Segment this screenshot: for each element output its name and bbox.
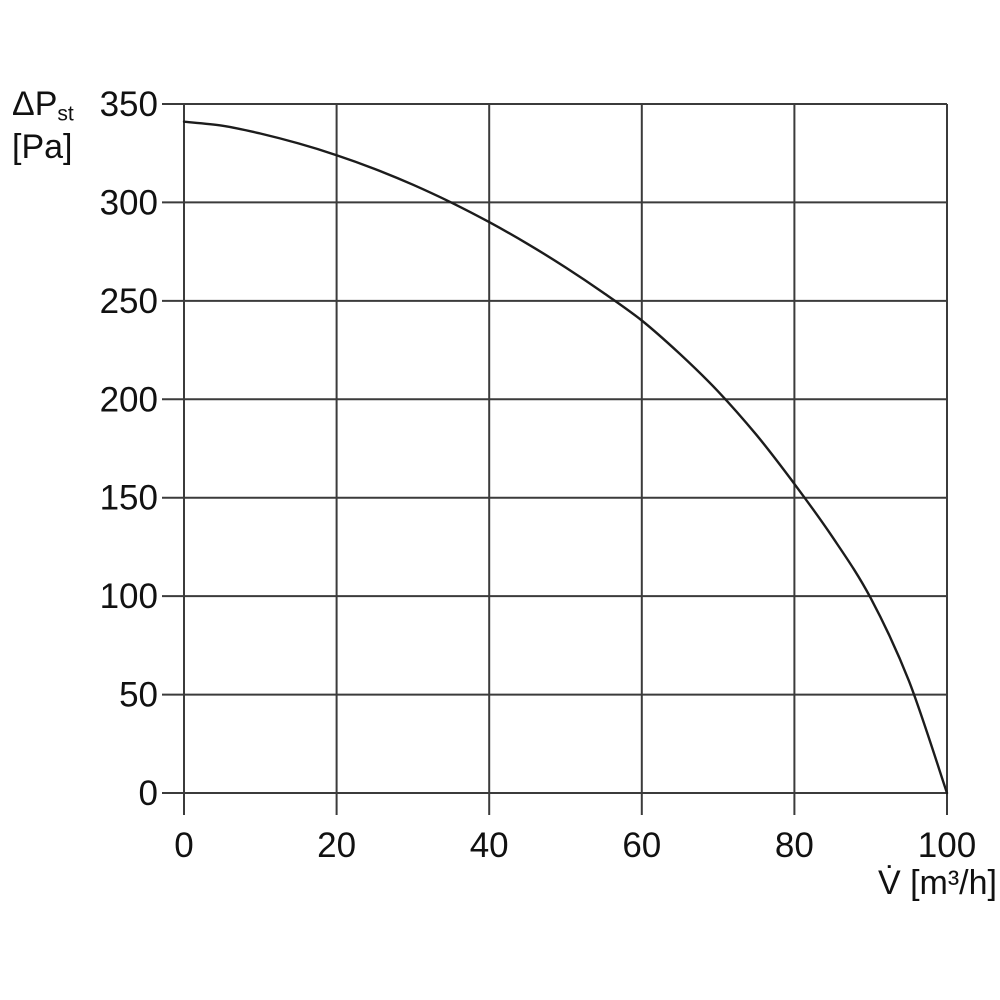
x-tick-label-100: 100 xyxy=(918,826,976,865)
y-tick-label-150: 150 xyxy=(100,479,158,518)
x-tick-label-0: 0 xyxy=(174,826,193,865)
x-axis-title: V̇ [m³/h] xyxy=(877,864,997,902)
y-tick-label-50: 50 xyxy=(119,676,158,715)
y-tick-label-100: 100 xyxy=(100,577,158,616)
x-tick-label-80: 80 xyxy=(775,826,814,865)
y-tick-label-250: 250 xyxy=(100,282,158,321)
x-tick-label-20: 20 xyxy=(317,826,356,865)
y-axis-title-subscript: st xyxy=(57,102,74,126)
y-tick-label-300: 300 xyxy=(100,183,158,222)
x-tick-label-60: 60 xyxy=(622,826,661,865)
y-tick-label-350: 350 xyxy=(100,85,158,124)
fan-pressure-curve xyxy=(182,120,949,795)
y-axis-title: ΔPst [Pa] xyxy=(12,84,74,168)
x-tick-label-40: 40 xyxy=(470,826,509,865)
y-tick-label-0: 0 xyxy=(139,774,158,813)
y-tick-label-200: 200 xyxy=(100,380,158,419)
y-axis-title-symbol: ΔPst xyxy=(12,85,74,126)
y-axis-title-unit: [Pa] xyxy=(12,127,73,166)
